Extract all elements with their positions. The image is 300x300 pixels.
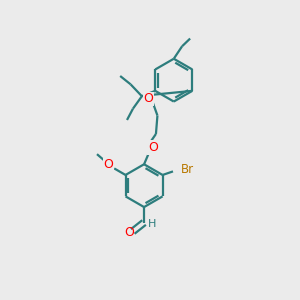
Text: Br: Br xyxy=(181,163,194,176)
Text: O: O xyxy=(144,92,154,105)
Text: O: O xyxy=(148,141,158,154)
Text: O: O xyxy=(103,158,113,171)
Text: H: H xyxy=(148,219,157,229)
Text: O: O xyxy=(124,226,134,239)
